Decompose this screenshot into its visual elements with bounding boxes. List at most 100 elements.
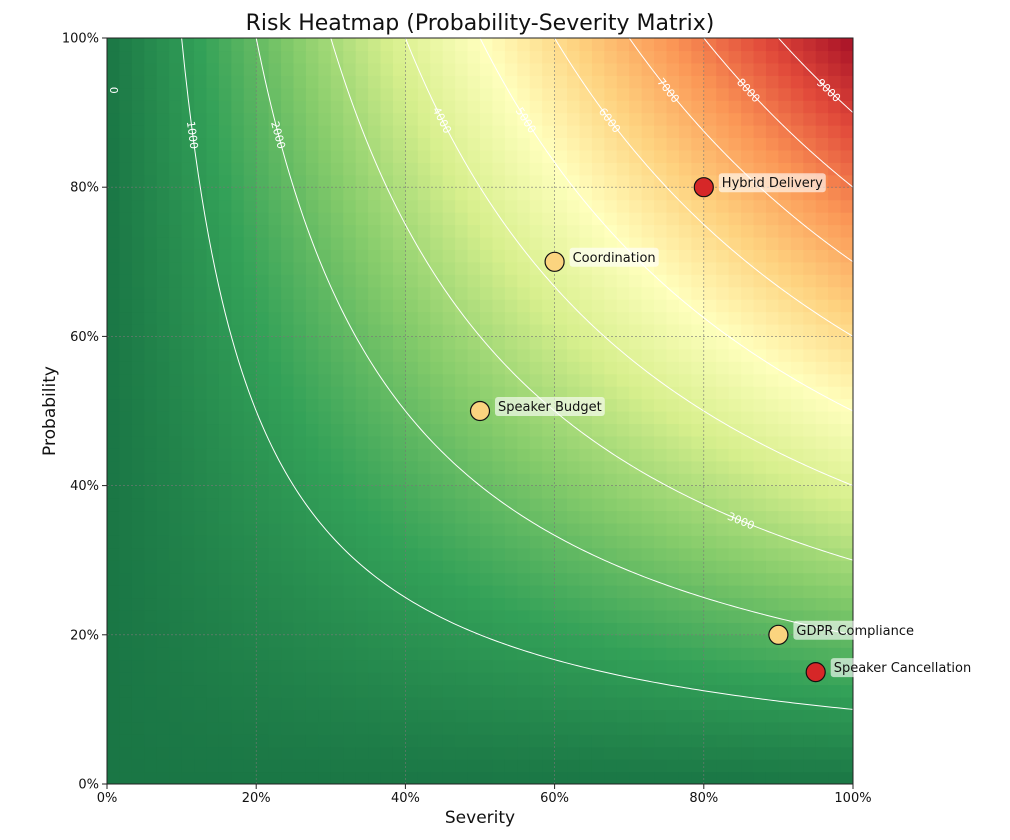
heat-cell xyxy=(392,50,406,64)
heat-cell xyxy=(815,62,829,76)
heat-cell xyxy=(392,585,406,599)
heat-cell xyxy=(107,75,121,89)
heat-cell xyxy=(654,100,668,114)
heat-cell xyxy=(790,361,804,375)
heat-cell xyxy=(492,572,506,586)
heat-cell xyxy=(753,597,767,611)
heat-cell xyxy=(629,572,643,586)
heat-cell xyxy=(666,522,680,536)
heat-cell xyxy=(206,398,220,412)
heat-cell xyxy=(330,336,344,350)
heat-cell xyxy=(194,585,208,599)
heat-cell xyxy=(405,634,419,648)
heat-cell xyxy=(107,423,121,437)
heat-cell xyxy=(492,560,506,574)
heat-cell xyxy=(765,162,779,176)
heat-cell xyxy=(430,261,444,275)
heat-cell xyxy=(442,560,456,574)
heat-cell xyxy=(517,348,531,362)
heat-cell xyxy=(442,236,456,250)
heat-cell xyxy=(181,510,195,524)
heat-cell xyxy=(218,759,232,773)
heat-cell xyxy=(567,634,581,648)
heat-cell xyxy=(380,261,394,275)
heat-cell xyxy=(654,423,668,437)
heat-cell xyxy=(218,286,232,300)
heat-cell xyxy=(131,473,145,487)
heat-cell xyxy=(442,460,456,474)
heat-cell xyxy=(156,759,170,773)
heat-cell xyxy=(368,460,382,474)
heat-cell xyxy=(517,75,531,89)
heat-cell xyxy=(716,274,730,288)
heat-cell xyxy=(790,162,804,176)
heat-cell xyxy=(666,448,680,462)
heat-cell xyxy=(156,323,170,337)
heat-cell xyxy=(654,137,668,151)
heat-cell xyxy=(194,522,208,536)
heat-cell xyxy=(405,771,419,784)
heat-cell xyxy=(765,149,779,163)
heat-cell xyxy=(728,448,742,462)
heat-cell xyxy=(753,398,767,412)
heat-cell xyxy=(467,560,481,574)
heat-cell xyxy=(243,572,257,586)
heat-cell xyxy=(206,622,220,636)
heat-cell xyxy=(355,137,369,151)
heat-cell xyxy=(343,597,357,611)
heat-cell xyxy=(169,485,183,499)
heat-cell xyxy=(455,100,469,114)
heat-cell xyxy=(430,585,444,599)
heat-cell xyxy=(591,137,605,151)
heat-cell xyxy=(194,460,208,474)
heat-cell xyxy=(206,336,220,350)
heat-cell xyxy=(169,162,183,176)
heat-cell xyxy=(753,299,767,313)
heat-cell xyxy=(678,249,692,263)
heat-cell xyxy=(678,435,692,449)
heat-cell xyxy=(268,759,282,773)
heat-cell xyxy=(293,435,307,449)
heat-cell xyxy=(803,112,817,126)
heat-cell xyxy=(753,38,767,52)
heat-cell xyxy=(504,162,518,176)
heat-cell xyxy=(455,62,469,76)
heat-cell xyxy=(169,149,183,163)
heat-cell xyxy=(107,672,121,686)
heat-cell xyxy=(567,187,581,201)
heat-cell xyxy=(144,224,158,238)
heat-cell xyxy=(417,473,431,487)
heat-cell xyxy=(119,535,133,549)
heat-cell xyxy=(492,311,506,325)
heat-cell xyxy=(243,696,257,710)
heat-cell xyxy=(678,38,692,52)
heat-cell xyxy=(641,236,655,250)
x-tick-label: 80% xyxy=(689,791,718,806)
heat-cell xyxy=(641,547,655,561)
heat-cell xyxy=(467,386,481,400)
heat-cell xyxy=(741,323,755,337)
contour-line xyxy=(404,38,853,487)
heat-cell xyxy=(181,311,195,325)
heat-cell xyxy=(616,361,630,375)
heat-cell xyxy=(405,224,419,238)
heat-cell xyxy=(455,50,469,64)
heat-cell xyxy=(380,684,394,698)
heat-cell xyxy=(678,572,692,586)
heat-cell xyxy=(765,498,779,512)
heat-cell xyxy=(181,274,195,288)
heat-cell xyxy=(616,585,630,599)
heat-cell xyxy=(243,112,257,126)
heat-cell xyxy=(442,311,456,325)
heat-cell xyxy=(741,249,755,263)
heat-cell xyxy=(504,100,518,114)
heat-cell xyxy=(218,448,232,462)
heat-cell xyxy=(691,672,705,686)
heat-cell xyxy=(380,274,394,288)
heat-cell xyxy=(691,261,705,275)
heat-cell xyxy=(131,734,145,748)
heat-cell xyxy=(790,411,804,425)
heat-cell xyxy=(194,510,208,524)
heat-cell xyxy=(778,137,792,151)
heat-cell xyxy=(107,622,121,636)
